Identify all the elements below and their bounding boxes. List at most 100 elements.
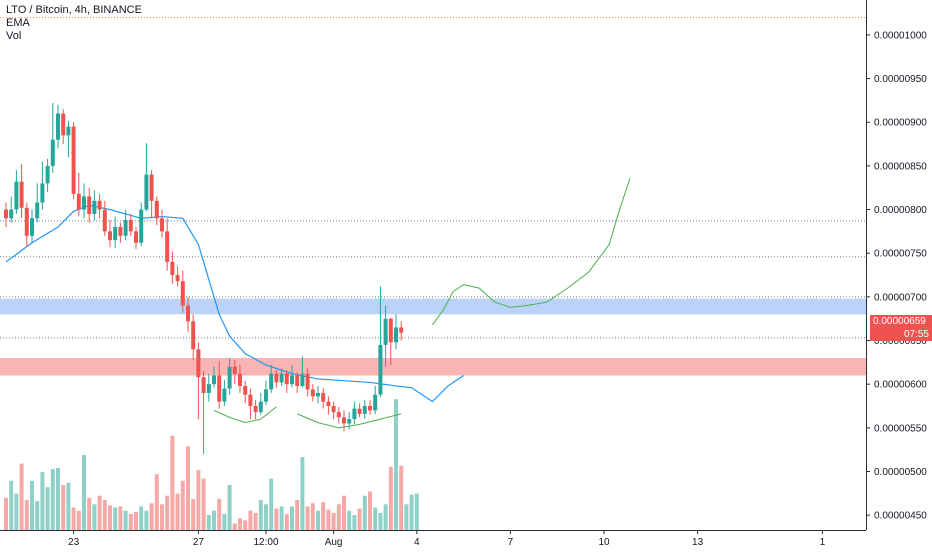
candle-body — [279, 373, 284, 383]
price-tick-label: 0.00001000 — [874, 30, 927, 41]
candle-body — [342, 417, 346, 424]
candle-body — [258, 401, 263, 413]
volume-bar — [170, 435, 175, 530]
ema-legend-label: EMA — [6, 17, 30, 29]
candle-body — [30, 218, 34, 236]
time-tick-label: 23 — [68, 537, 80, 548]
volume-bar — [394, 399, 398, 530]
candle-body — [331, 406, 336, 413]
volume-bar — [331, 512, 336, 530]
projection-curve — [431, 177, 631, 326]
price-tick-label: 0.00000600 — [874, 380, 927, 391]
volume-bar — [321, 502, 326, 530]
candle-body — [300, 373, 305, 386]
volume-bar — [274, 508, 279, 530]
candle-body — [170, 261, 175, 276]
candle-countdown: 07:55 — [870, 329, 932, 341]
volume-bar — [248, 510, 253, 530]
volume-bar — [196, 470, 201, 530]
price-tick-label: 0.00000650 — [874, 336, 927, 347]
price-tick-label: 0.00000800 — [874, 205, 927, 216]
candle-body — [383, 318, 388, 345]
candle-body — [35, 202, 40, 219]
price-tick-label: 0.00000750 — [874, 249, 927, 260]
volume-bar — [92, 504, 97, 530]
volume-bar — [165, 495, 170, 530]
candle-body — [274, 373, 279, 383]
candle-body — [305, 373, 310, 390]
resistance-zone — [0, 298, 866, 315]
candle-body — [388, 318, 393, 343]
volume-bar — [76, 510, 81, 530]
volume-bar — [144, 510, 149, 530]
time-tick-label: 13 — [692, 537, 704, 548]
time-tick-label: 27 — [193, 537, 205, 548]
candle-body — [139, 209, 144, 243]
volume-bar — [399, 465, 404, 530]
volume-bar — [71, 507, 76, 530]
candle-body — [347, 419, 352, 424]
volume-bar — [227, 485, 232, 530]
time-tick-label: Aug — [325, 537, 343, 548]
volume-bar — [123, 510, 128, 530]
candle-body — [232, 366, 237, 374]
price-tick-label: 0.00000900 — [874, 118, 927, 129]
volume-bar — [191, 498, 196, 530]
candle-body — [378, 344, 383, 395]
volume-bar — [316, 510, 320, 530]
volume-bar — [97, 495, 102, 530]
volume-bar — [40, 472, 45, 530]
volume-bar — [290, 506, 294, 530]
price-tick-label: 0.00000550 — [874, 423, 927, 434]
volume-bar — [295, 500, 300, 530]
candle-body — [243, 385, 248, 395]
volume-bar — [139, 506, 144, 530]
candle-body — [113, 227, 118, 241]
candle-body — [368, 406, 372, 411]
volume-bar — [201, 478, 206, 530]
volume-bar — [222, 513, 227, 530]
candle-body — [222, 388, 227, 402]
symbol-title: LTO / Bitcoin, 4h, BINANCE — [6, 4, 142, 16]
volume-bar — [4, 497, 8, 530]
candle-body — [160, 218, 164, 232]
last-price-value: 0.00000659 — [870, 315, 932, 329]
volume-bar — [30, 480, 34, 530]
candle-body — [66, 126, 71, 136]
candle-body — [217, 375, 222, 402]
volume-bar — [352, 515, 357, 530]
candle-body — [71, 126, 76, 194]
volume-bar — [217, 498, 222, 530]
candle-body — [175, 275, 180, 282]
candle-body — [357, 408, 362, 414]
candle-body — [191, 321, 196, 350]
candle-body — [373, 394, 378, 411]
candle-body — [269, 373, 274, 390]
candle-body — [102, 209, 107, 232]
candle-body — [19, 181, 24, 208]
candle-body — [97, 200, 102, 210]
volume-bar — [368, 491, 372, 530]
volume-bar — [378, 512, 383, 530]
volume-bar — [128, 513, 133, 530]
volume-bar — [19, 463, 24, 530]
volume-bar — [264, 504, 268, 530]
candle-body — [310, 389, 315, 397]
volume-bar — [409, 494, 414, 530]
candle-body — [201, 377, 206, 393]
volume-bar — [134, 511, 138, 530]
candle-body — [316, 392, 320, 397]
volume-bar — [373, 507, 378, 530]
candle-body — [154, 200, 159, 219]
candle-body — [284, 373, 289, 385]
volume-bar — [279, 506, 284, 530]
candle-body — [92, 200, 97, 214]
candle-body — [76, 193, 81, 210]
candle-body — [326, 401, 331, 407]
volume-bar — [35, 501, 40, 530]
candle-body — [24, 207, 29, 236]
price-tick-label: 0.00000450 — [874, 511, 927, 522]
candle-body — [134, 231, 138, 243]
